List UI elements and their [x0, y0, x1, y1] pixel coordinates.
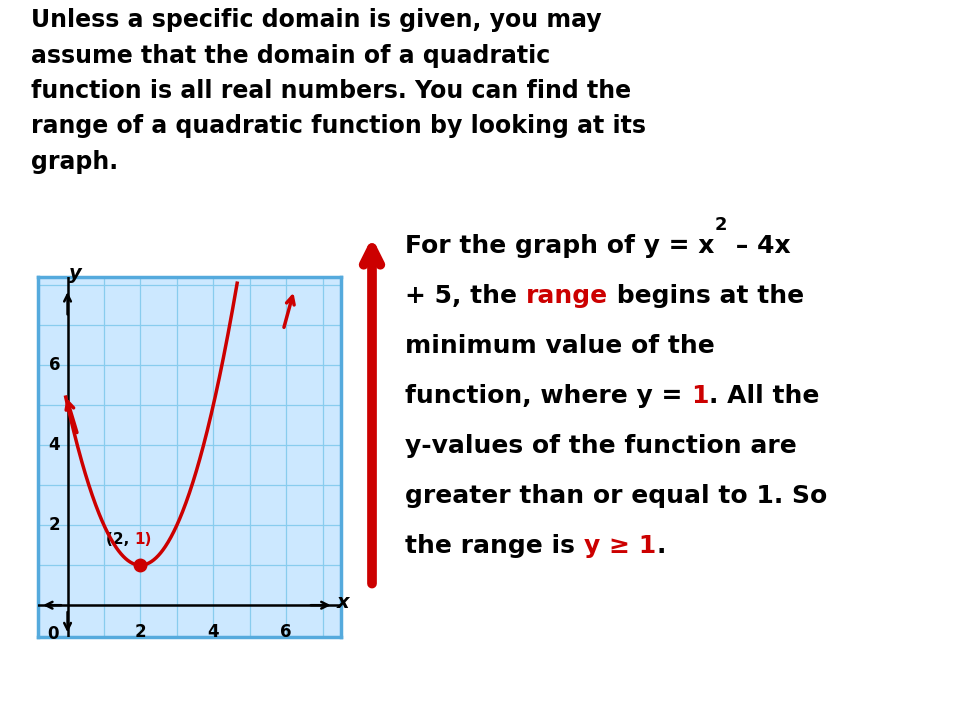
Text: 6: 6 [49, 356, 60, 374]
Text: y ≥ 1: y ≥ 1 [584, 534, 656, 558]
Text: Unless a specific domain is given, you may
assume that the domain of a quadratic: Unless a specific domain is given, you m… [32, 8, 646, 174]
Text: For the graph of y = x: For the graph of y = x [405, 235, 714, 258]
Text: .: . [656, 534, 665, 558]
Text: 0: 0 [47, 625, 59, 643]
Text: x: x [337, 593, 349, 611]
Text: the range is: the range is [405, 534, 584, 558]
Text: y-values of the function are: y-values of the function are [405, 434, 797, 458]
Text: range: range [526, 284, 608, 308]
Text: 4: 4 [49, 436, 60, 454]
Text: function, where y =: function, where y = [405, 384, 691, 408]
Text: minimum value of the: minimum value of the [405, 334, 715, 359]
Text: 1): 1) [133, 531, 152, 546]
Text: . All the: . All the [708, 384, 819, 408]
Text: 2: 2 [134, 624, 146, 642]
Text: 2: 2 [714, 216, 727, 234]
Text: 1: 1 [691, 384, 708, 408]
Text: + 5, the: + 5, the [405, 284, 526, 308]
Text: begins at the: begins at the [608, 284, 804, 308]
Text: greater than or equal to 1. So: greater than or equal to 1. So [405, 484, 828, 508]
Text: (2,: (2, [106, 531, 134, 546]
Text: 6: 6 [280, 624, 292, 642]
Text: 2: 2 [49, 516, 60, 534]
Text: 4: 4 [207, 624, 219, 642]
Text: – 4x: – 4x [727, 235, 791, 258]
Text: y: y [69, 264, 82, 283]
